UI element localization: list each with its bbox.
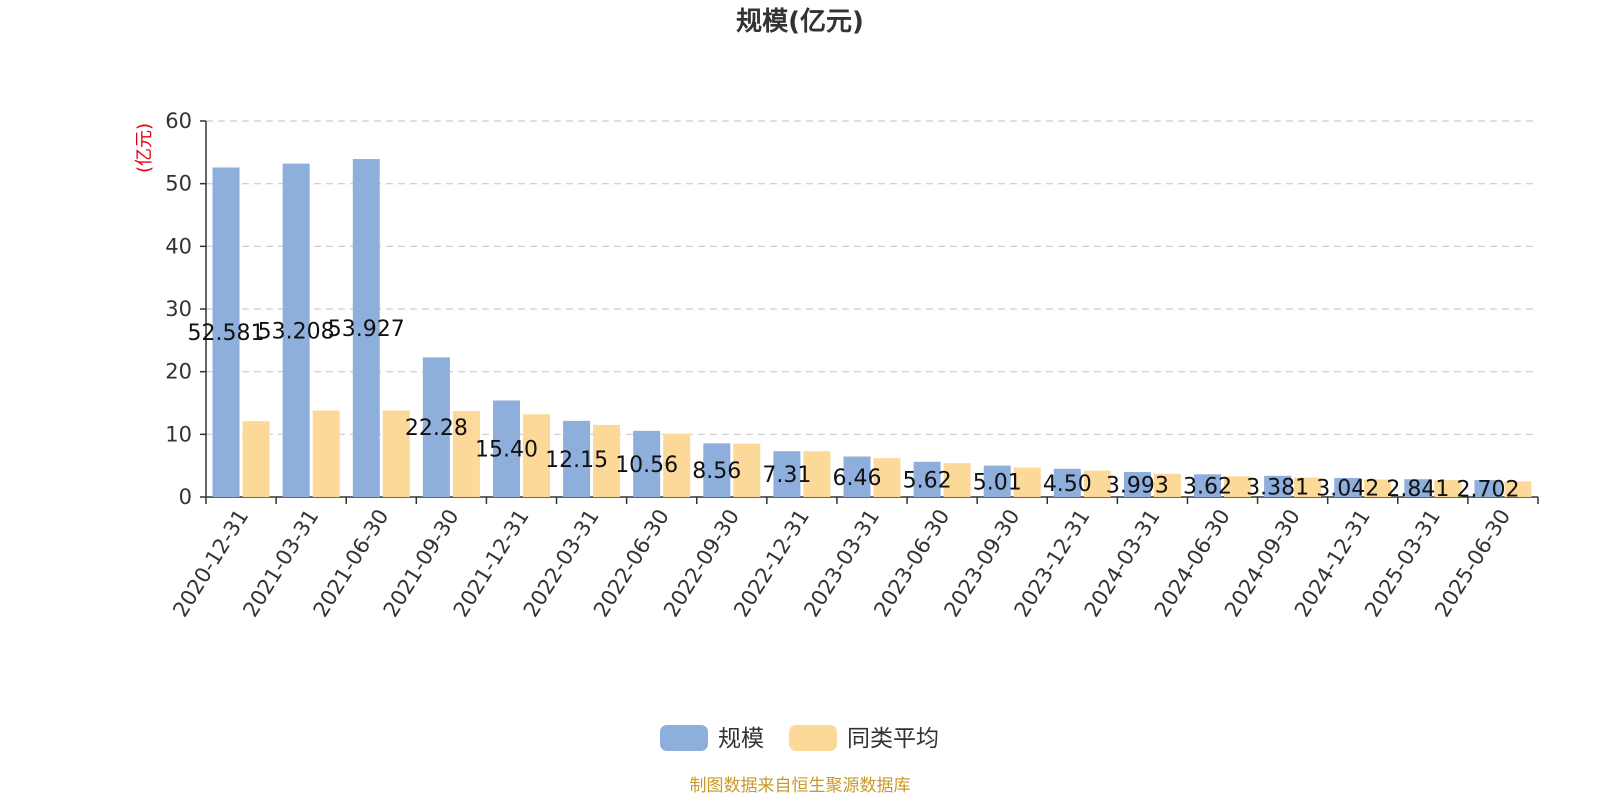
bar-category-average[interactable] (663, 433, 691, 497)
data-label: 10.56 (615, 453, 678, 478)
y-tick-label: 30 (165, 297, 192, 321)
legend-label-category-average: 同类平均 (847, 726, 939, 752)
bar-category-average[interactable] (452, 411, 480, 497)
bar-scale[interactable] (1474, 480, 1502, 497)
legend-swatch-category-average (789, 725, 837, 751)
bars (212, 159, 1532, 497)
bar-category-average[interactable] (803, 451, 831, 497)
bar-scale[interactable] (563, 420, 591, 497)
data-label: 7.31 (762, 463, 811, 488)
data-label: 6.46 (833, 466, 882, 491)
y-tick-label: 60 (165, 109, 192, 133)
bar-scale[interactable] (843, 456, 871, 497)
bar-scale[interactable] (913, 461, 941, 497)
data-label: 4.50 (1043, 472, 1092, 497)
data-label: 2.702 (1456, 478, 1519, 503)
data-label: 3.993 (1106, 473, 1169, 498)
data-label: 3.381 (1246, 475, 1309, 500)
bar-category-average[interactable] (312, 410, 340, 497)
data-label: 8.56 (692, 459, 741, 484)
bar-scale[interactable] (282, 163, 310, 497)
data-label: 2.841 (1386, 477, 1449, 502)
data-label: 53.927 (328, 317, 405, 342)
bar-category-average[interactable] (1083, 470, 1111, 497)
data-source-note: 制图数据来自恒生聚源数据库 (690, 776, 911, 796)
bar-scale[interactable] (352, 159, 380, 497)
data-label: 5.62 (903, 468, 952, 493)
y-tick-label: 40 (165, 234, 192, 258)
legend-swatch-scale (660, 725, 708, 751)
legend: 规模 同类平均 (660, 725, 939, 752)
y-tick-label: 10 (165, 422, 192, 446)
y-tick-label: 0 (179, 485, 192, 509)
bar-category-average[interactable] (733, 443, 761, 497)
bar-scale[interactable] (1264, 475, 1292, 497)
bar-scale[interactable] (212, 167, 240, 497)
y-axis-unit: (亿元) (134, 123, 155, 173)
bar-category-average[interactable] (1153, 473, 1181, 497)
bar-category-average[interactable] (1013, 467, 1041, 497)
legend-label-scale: 规模 (718, 726, 764, 752)
bar-category-average[interactable] (1224, 476, 1252, 497)
bar-scale[interactable] (773, 451, 801, 497)
bar-scale[interactable] (633, 430, 661, 497)
data-label: 15.40 (475, 438, 538, 463)
data-label: 12.15 (545, 448, 608, 473)
bar-category-average[interactable] (522, 414, 550, 497)
data-label: 5.01 (973, 470, 1022, 495)
bar-category-average[interactable] (1294, 477, 1322, 497)
data-label: 3.042 (1316, 476, 1379, 501)
bar-category-average[interactable] (382, 410, 410, 497)
bar-category-average[interactable] (943, 463, 971, 497)
bar-scale[interactable] (492, 400, 520, 497)
bar-category-average[interactable] (873, 458, 901, 497)
legend-item-category-average[interactable]: 同类平均 (789, 725, 939, 752)
data-label: 52.581 (188, 321, 265, 346)
x-tick-label: 2025-06-30 (1430, 505, 1515, 621)
bar-category-average[interactable] (242, 421, 270, 497)
bar-scale[interactable] (1194, 474, 1222, 497)
bar-scale[interactable] (983, 465, 1011, 497)
bar-scale[interactable] (703, 443, 731, 497)
bar-category-average[interactable] (1364, 479, 1392, 497)
legend-item-scale[interactable]: 规模 (660, 725, 764, 752)
grid-lines (206, 120, 1538, 435)
bar-scale[interactable] (1123, 471, 1151, 497)
bar-scale[interactable] (1334, 477, 1362, 497)
data-label: 3.62 (1183, 475, 1232, 500)
data-label: 53.208 (258, 319, 335, 344)
bar-category-average[interactable] (1504, 481, 1532, 497)
bar-category-average[interactable] (593, 424, 621, 497)
data-label: 22.28 (405, 416, 468, 441)
bar-category-average[interactable] (1434, 480, 1462, 497)
bar-scale[interactable] (1053, 468, 1081, 497)
bar-scale[interactable] (1404, 479, 1432, 497)
chart-title: 规模(亿元) (736, 7, 864, 37)
y-tick-label: 20 (165, 360, 192, 384)
y-tick-label: 50 (165, 172, 192, 196)
bar-scale[interactable] (422, 357, 450, 497)
